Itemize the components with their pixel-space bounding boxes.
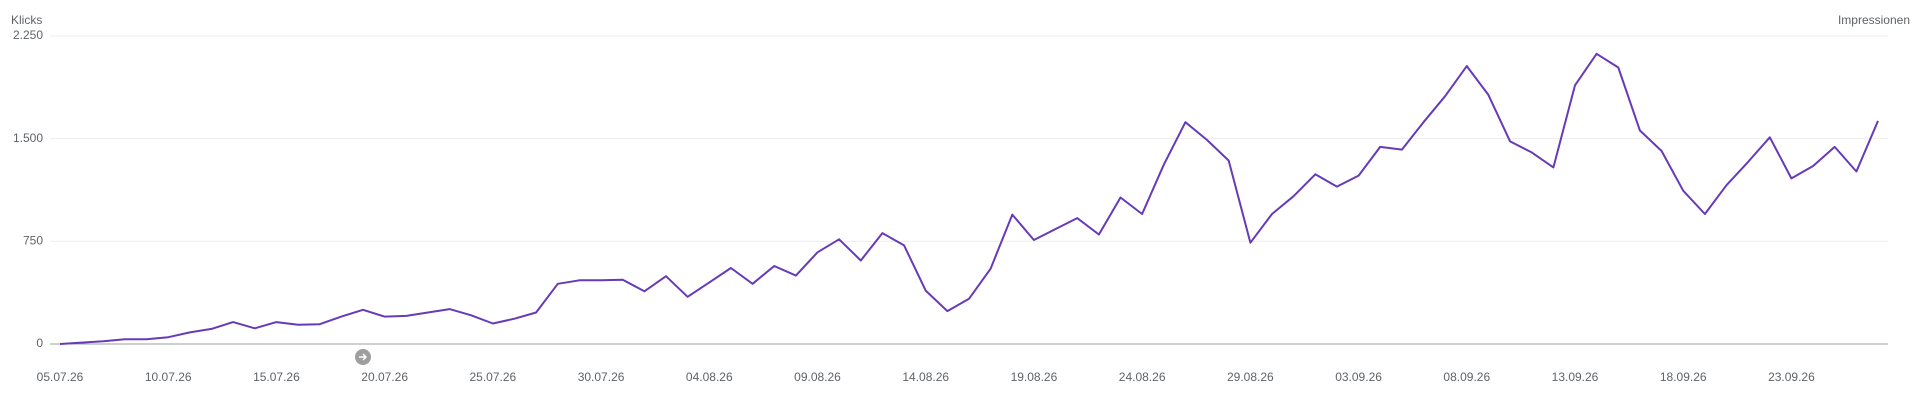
- annotation-marker[interactable]: [355, 349, 371, 365]
- x-tick-label: 29.08.26: [1227, 370, 1274, 384]
- data-line: [59, 52, 1879, 345]
- x-tick-label: 08.09.26: [1443, 370, 1490, 384]
- x-tick-label: 13.09.26: [1552, 370, 1599, 384]
- x-tick-label: 25.07.26: [469, 370, 516, 384]
- y2-axis-label: Impressionen: [1838, 13, 1910, 27]
- x-tick-label: 15.07.26: [253, 370, 300, 384]
- x-tick-label: 09.08.26: [794, 370, 841, 384]
- x-tick-label: 24.08.26: [1119, 370, 1166, 384]
- y-tick-label: 0: [36, 336, 43, 350]
- x-tick-label: 14.08.26: [902, 370, 949, 384]
- y-tick-label: 750: [23, 234, 43, 248]
- x-tick-label: 23.09.26: [1768, 370, 1815, 384]
- x-tick-label: 30.07.26: [578, 370, 625, 384]
- x-tick-label: 04.08.26: [686, 370, 733, 384]
- x-tick-label: 19.08.26: [1011, 370, 1058, 384]
- x-tick-label: 18.09.26: [1660, 370, 1707, 384]
- x-tick-label: 20.07.26: [361, 370, 408, 384]
- x-tick-label: 10.07.26: [145, 370, 192, 384]
- y-axis-label: Klicks: [11, 13, 42, 27]
- x-tick-label: 05.07.26: [37, 370, 84, 384]
- y-tick-label: 1.500: [13, 131, 43, 145]
- y-tick-label: 2.250: [13, 28, 43, 42]
- x-tick-label: 03.09.26: [1335, 370, 1382, 384]
